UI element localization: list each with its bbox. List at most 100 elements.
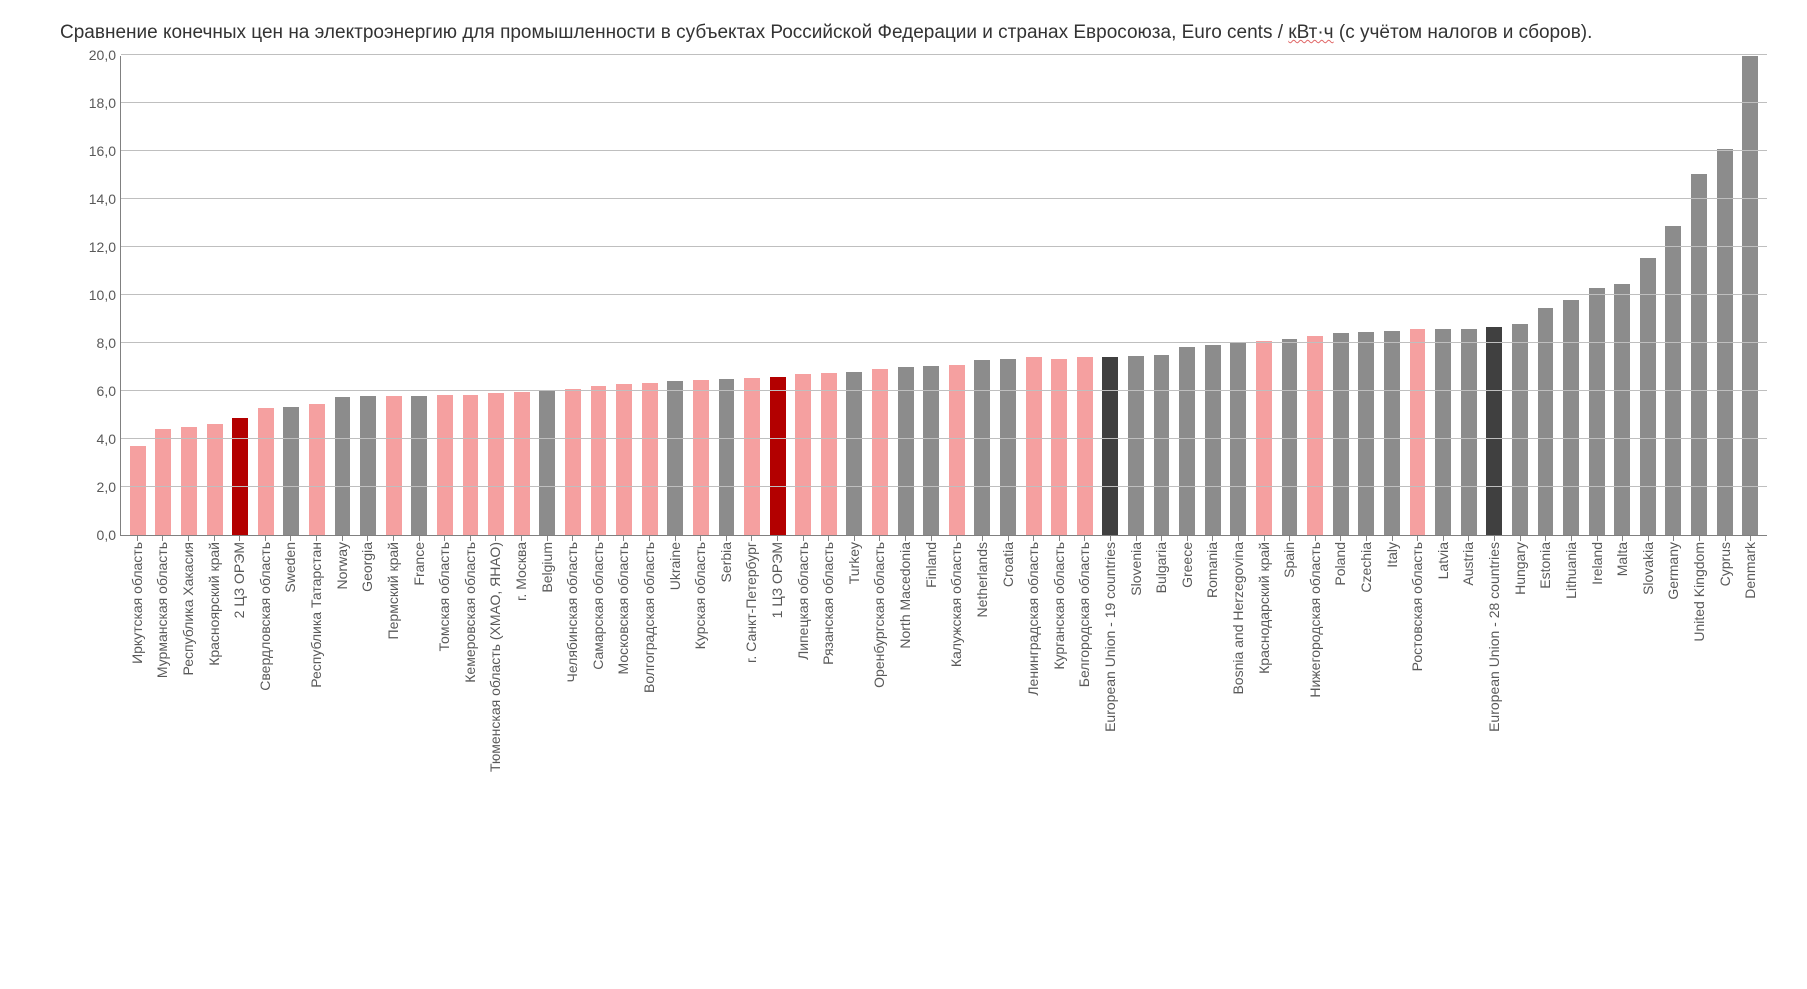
x-tick — [1033, 536, 1034, 541]
bar-slot — [432, 56, 458, 535]
bar — [283, 407, 299, 535]
bar — [1333, 333, 1349, 534]
x-label-slot: Georgia — [354, 536, 380, 537]
gridline — [121, 294, 1767, 295]
bar — [1026, 357, 1042, 534]
x-tick-label: Hungary — [1512, 542, 1528, 595]
bar — [360, 396, 376, 535]
x-tick-label: Мурманская область — [154, 542, 170, 678]
x-tick-label: Poland — [1332, 542, 1348, 586]
bar — [719, 379, 735, 535]
y-tick-label: 8,0 — [66, 335, 116, 351]
x-tick-label: Romania — [1204, 542, 1220, 598]
x-tick-label: Italy — [1384, 542, 1400, 568]
bar — [1665, 226, 1681, 535]
bar-slot — [1456, 56, 1482, 535]
bar-slot — [1405, 56, 1431, 535]
bar-slot — [355, 56, 381, 535]
x-label-slot: Кемеровская область — [457, 536, 483, 537]
x-tick — [547, 536, 548, 541]
x-label-slot: Finland — [918, 536, 944, 537]
x-label-slot: Germany — [1661, 536, 1687, 537]
bar — [693, 380, 709, 534]
bar — [1461, 329, 1477, 535]
x-tick-label: France — [411, 542, 427, 586]
x-label-slot: Norway — [329, 536, 355, 537]
x-label-slot: Нижегородская область — [1302, 536, 1328, 537]
x-tick-label: Turkey — [846, 542, 862, 584]
x-tick-label: Волгоградская область — [641, 542, 657, 693]
x-tick — [1392, 536, 1393, 541]
bar — [463, 395, 479, 535]
x-tick — [1110, 536, 1111, 541]
x-label-slot: Рязанская область — [815, 536, 841, 537]
bar — [795, 374, 811, 534]
x-tick — [367, 536, 368, 541]
x-tick — [1315, 536, 1316, 541]
x-tick-label: Белгородская область — [1076, 542, 1092, 687]
bar-slot — [1609, 56, 1635, 535]
x-label-slot: Курганская область — [1046, 536, 1072, 537]
x-tick — [470, 536, 471, 541]
bar-slot — [1584, 56, 1610, 535]
x-tick-label: Netherlands — [974, 542, 990, 618]
bar-slot — [995, 56, 1021, 535]
bar — [1358, 332, 1374, 534]
x-tick — [726, 536, 727, 541]
bar-slot — [560, 56, 586, 535]
x-tick — [1443, 536, 1444, 541]
bar-slot — [1021, 56, 1047, 535]
x-tick-label: г. Санкт-Петербург — [743, 542, 759, 663]
bar-slot — [1251, 56, 1277, 535]
gridline — [121, 390, 1767, 391]
bar-slot — [816, 56, 842, 535]
x-tick-label: European Union - 28 countries — [1486, 542, 1502, 732]
bar — [974, 360, 990, 535]
x-label-slot: Italy — [1379, 536, 1405, 537]
x-tick-label: Курская область — [692, 542, 708, 649]
x-tick-label: Spain — [1281, 542, 1297, 578]
x-label-slot: Lithuania — [1558, 536, 1584, 537]
bar-slot — [1661, 56, 1687, 535]
gridline — [121, 486, 1767, 487]
x-tick — [854, 536, 855, 541]
bar-slot — [125, 56, 151, 535]
x-label-slot: Белгородская область — [1072, 536, 1098, 537]
bar — [1128, 356, 1144, 534]
x-tick-label: Malta — [1614, 542, 1630, 576]
bar — [258, 408, 274, 535]
bar-slot — [970, 56, 996, 535]
x-label-slot: 1 ЦЗ ОРЭМ — [764, 536, 790, 537]
x-tick — [1187, 536, 1188, 541]
x-tick — [777, 536, 778, 541]
x-tick-label: Челябинская область — [564, 542, 580, 683]
x-tick — [1212, 536, 1213, 541]
bar-slot — [1635, 56, 1661, 535]
bar — [1614, 284, 1630, 534]
x-tick — [982, 536, 983, 541]
x-tick — [803, 536, 804, 541]
x-tick — [214, 536, 215, 541]
x-tick-label: Finland — [923, 542, 939, 588]
x-tick — [495, 536, 496, 541]
x-tick — [879, 536, 880, 541]
x-tick-label: Рязанская область — [820, 542, 836, 665]
x-tick — [1622, 536, 1623, 541]
gridline — [121, 246, 1767, 247]
x-tick — [265, 536, 266, 541]
x-tick-label: Estonia — [1537, 542, 1553, 589]
bar — [923, 366, 939, 535]
x-label-slot: Липецкая область — [790, 536, 816, 537]
x-tick — [1084, 536, 1085, 541]
x-label-slot: Greece — [1174, 536, 1200, 537]
bar-slot — [509, 56, 535, 535]
bar-slot — [176, 56, 202, 535]
x-label-slot: Bulgaria — [1148, 536, 1174, 537]
x-tick-label: Lithuania — [1563, 542, 1579, 599]
x-tick-label: Краснодарский край — [1256, 542, 1272, 674]
page: Сравнение конечных цен на электроэнергию… — [0, 0, 1807, 989]
bar-slot — [1558, 56, 1584, 535]
bar-slot — [637, 56, 663, 535]
bar-slot — [1328, 56, 1354, 535]
bar-slot — [407, 56, 433, 535]
